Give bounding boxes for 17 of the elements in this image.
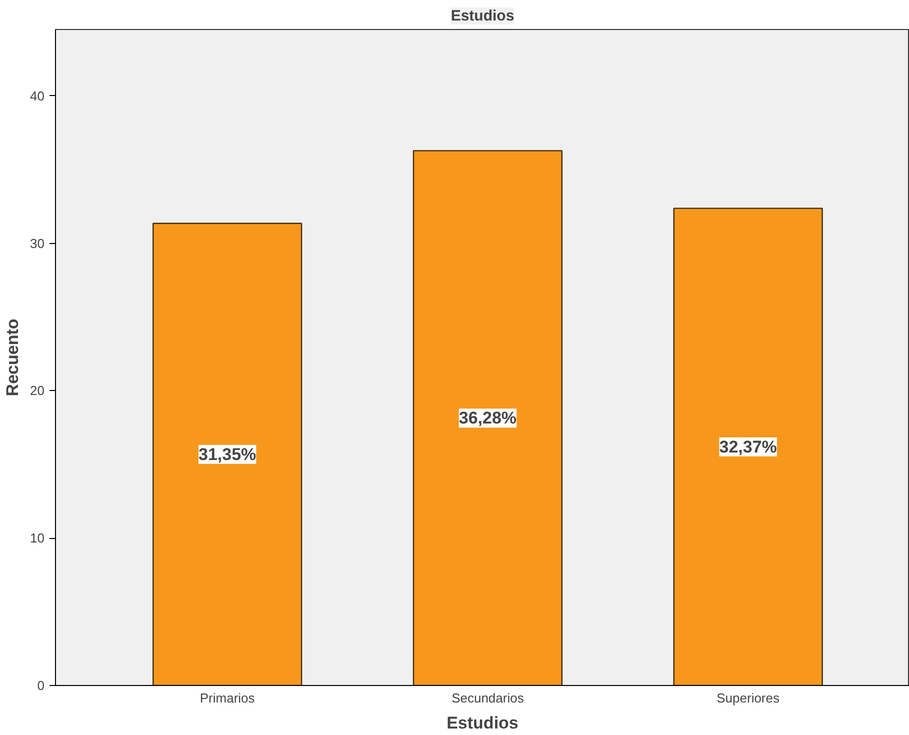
y-tick-label: 40 bbox=[30, 88, 45, 104]
y-axis-title: Recuento bbox=[3, 318, 22, 396]
data-label: 32,37% bbox=[719, 437, 777, 456]
y-tick-label: 10 bbox=[30, 530, 45, 546]
bar bbox=[673, 208, 823, 686]
x-tick-label: Secundarios bbox=[452, 690, 524, 706]
x-tick-label: Superiores bbox=[716, 690, 780, 706]
x-tick-label: Primarios bbox=[200, 690, 256, 706]
data-label: 36,28% bbox=[458, 408, 517, 428]
bar bbox=[412, 150, 563, 686]
y-tick-label: 0 bbox=[37, 678, 45, 693]
bar bbox=[152, 222, 302, 686]
y-tick-label: 30 bbox=[30, 236, 45, 251]
x-axis-title: Estudios bbox=[446, 714, 518, 732]
y-tick-label: 20 bbox=[30, 383, 45, 398]
data-label: 31,35% bbox=[198, 444, 256, 464]
chart-title: Estudios bbox=[450, 8, 514, 24]
